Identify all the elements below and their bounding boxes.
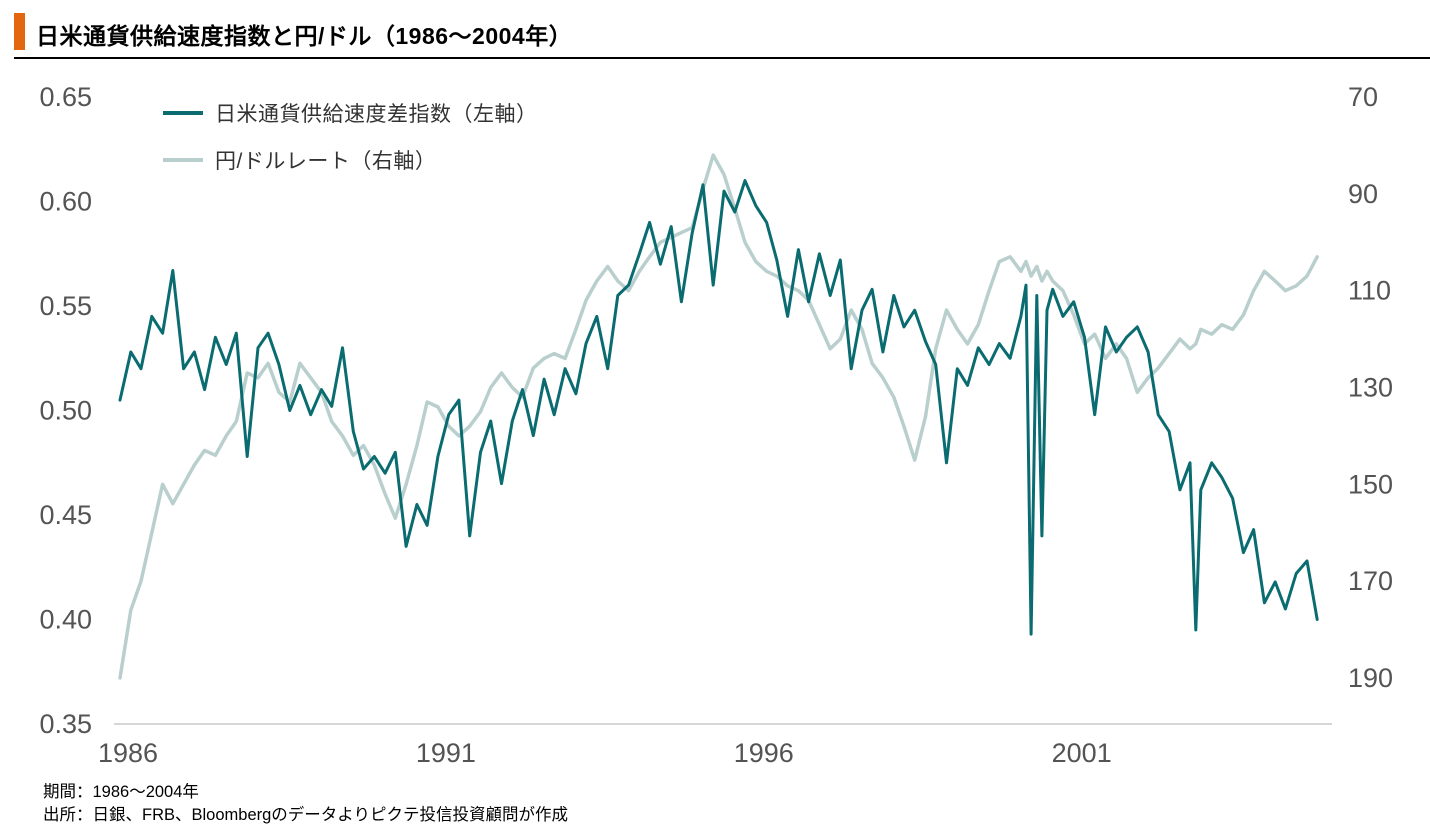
money-supply-speed-index-line xyxy=(118,179,1319,636)
left-axis-tick-label: 0.40 xyxy=(39,605,92,635)
left-axis-tick-label: 0.45 xyxy=(39,500,92,530)
x-axis-tick-label: 1996 xyxy=(734,738,794,768)
left-axis-tick-label: 0.55 xyxy=(39,291,92,321)
yen-dollar-rate-line xyxy=(118,153,1319,680)
x-axis-tick-label: 1986 xyxy=(98,738,158,768)
chart-header: 日米通貨供給速度指数と円/ドル（1986～2004年） xyxy=(0,0,1430,59)
legend-label: 円/ドルレート（右軸） xyxy=(215,150,437,173)
legend-item-left-axis: 日米通貨供給速度差指数（左軸） xyxy=(163,98,538,128)
chart-footnotes: 期間：1986～2004年 出所：日銀、FRB、Bloombergのデータよりピ… xyxy=(43,781,568,827)
title-accent-bar xyxy=(14,13,25,50)
right-axis-tick-label: 170 xyxy=(1348,566,1393,596)
legend-swatch-dark-line xyxy=(163,111,203,115)
left-axis-tick-label: 0.65 xyxy=(39,82,92,112)
left-axis-tick-label: 0.50 xyxy=(39,396,92,426)
x-axis-tick-label: 2001 xyxy=(1052,738,1112,768)
right-axis-tick-label: 70 xyxy=(1348,82,1378,112)
header-divider xyxy=(14,57,1430,59)
left-axis-tick-label: 0.35 xyxy=(39,709,92,739)
x-axis-tick-label: 1991 xyxy=(416,738,476,768)
source-note: 出所：日銀、FRB、Bloombergのデータよりピクテ投信投資顧問が作成 xyxy=(43,806,568,824)
right-axis-tick-label: 130 xyxy=(1348,373,1393,403)
period-note: 期間：1986～2004年 xyxy=(43,783,199,801)
legend-label: 日米通貨供給速度差指数（左軸） xyxy=(215,103,538,126)
left-axis-tick-label: 0.60 xyxy=(39,187,92,217)
legend-swatch-light-line xyxy=(163,158,203,162)
right-axis-tick-label: 110 xyxy=(1348,276,1391,306)
chart-legend: 日米通貨供給速度差指数（左軸） 円/ドルレート（右軸） xyxy=(163,98,538,192)
page-title: 日米通貨供給速度指数と円/ドル（1986～2004年） xyxy=(36,23,573,49)
right-axis-tick-label: 150 xyxy=(1348,469,1393,499)
legend-item-right-axis: 円/ドルレート（右軸） xyxy=(163,145,538,175)
right-axis-tick-label: 90 xyxy=(1348,179,1378,209)
right-axis-tick-label: 190 xyxy=(1348,663,1393,693)
